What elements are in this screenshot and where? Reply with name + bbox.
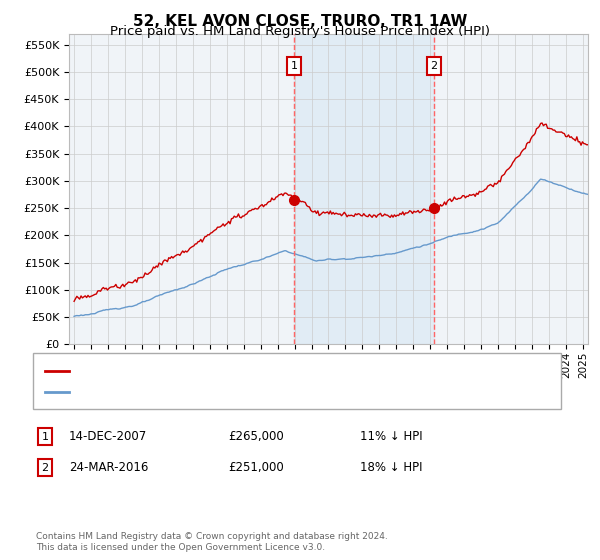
Bar — [294, 34, 434, 344]
Text: 18% ↓ HPI: 18% ↓ HPI — [360, 461, 422, 474]
Text: Price paid vs. HM Land Registry's House Price Index (HPI): Price paid vs. HM Land Registry's House … — [110, 25, 490, 38]
Text: 1: 1 — [41, 432, 49, 442]
Text: 1: 1 — [290, 61, 298, 71]
Text: 2: 2 — [41, 463, 49, 473]
Text: 52, KEL AVON CLOSE, TRURO, TR1 1AW: 52, KEL AVON CLOSE, TRURO, TR1 1AW — [133, 14, 467, 29]
Text: Contains HM Land Registry data © Crown copyright and database right 2024.
This d: Contains HM Land Registry data © Crown c… — [36, 532, 388, 552]
Text: 24-MAR-2016: 24-MAR-2016 — [69, 461, 148, 474]
Text: HPI: Average price, detached house, Cornwall: HPI: Average price, detached house, Corn… — [72, 385, 341, 398]
Text: 52, KEL AVON CLOSE, TRURO, TR1 1AW (detached house): 52, KEL AVON CLOSE, TRURO, TR1 1AW (deta… — [72, 364, 412, 377]
Text: 11% ↓ HPI: 11% ↓ HPI — [360, 430, 422, 444]
Text: 2: 2 — [430, 61, 437, 71]
Text: £251,000: £251,000 — [228, 461, 284, 474]
Text: £265,000: £265,000 — [228, 430, 284, 444]
Text: 14-DEC-2007: 14-DEC-2007 — [69, 430, 147, 444]
